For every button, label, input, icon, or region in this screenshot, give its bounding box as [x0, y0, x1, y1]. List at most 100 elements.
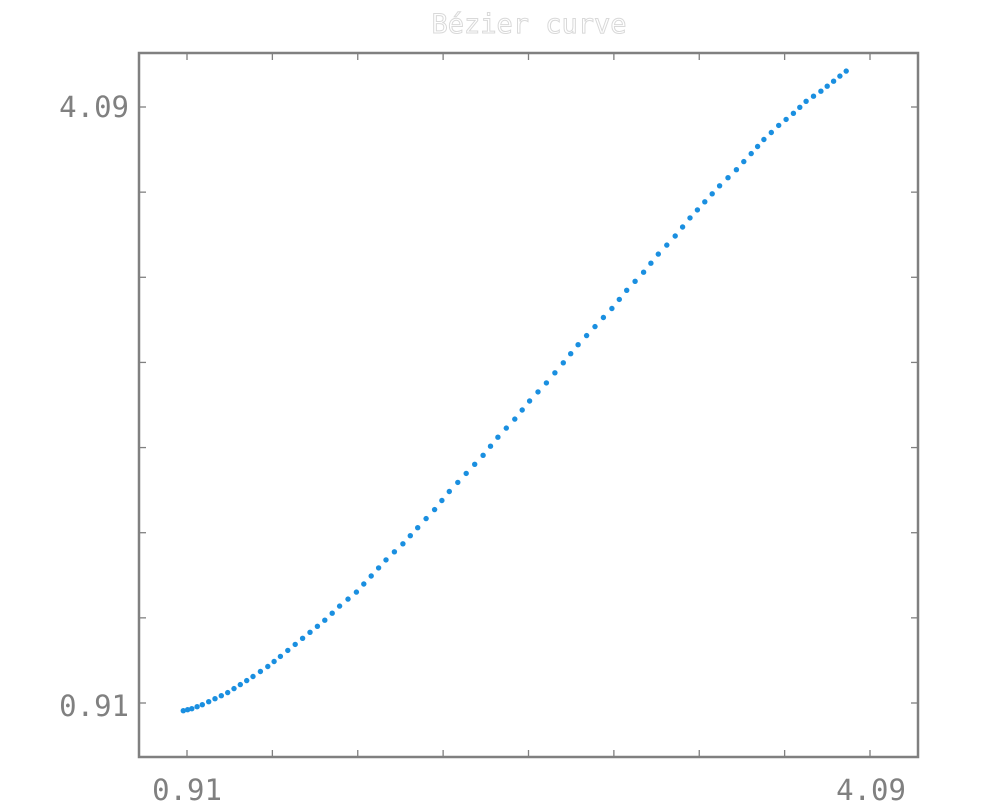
data-point [761, 136, 767, 143]
data-point [526, 398, 533, 404]
data-point [180, 708, 186, 714]
data-point [292, 641, 298, 648]
data-point [322, 617, 328, 623]
data-point [472, 461, 478, 467]
data-point [361, 581, 367, 587]
data-point [277, 653, 284, 660]
data-point [299, 635, 306, 641]
data-point [624, 287, 630, 293]
data-point [353, 589, 360, 595]
x-tick-label-right: 4.09 [836, 773, 906, 807]
data-point [237, 681, 243, 688]
data-point [407, 533, 413, 539]
data-point [463, 470, 469, 477]
data-point [600, 314, 607, 321]
data-point [592, 323, 598, 330]
data-point [271, 658, 277, 665]
data-point [439, 497, 445, 504]
data-point [702, 199, 708, 205]
data-point [797, 104, 803, 111]
y-tick-label-bottom: 0.91 [59, 689, 129, 723]
data-point [244, 677, 250, 684]
data-point [648, 260, 654, 266]
data-point [716, 183, 723, 189]
x-tick-label-left: 0.91 [152, 773, 222, 807]
data-point [446, 488, 452, 495]
data-points [180, 68, 849, 714]
data-point [212, 696, 218, 702]
data-point [568, 351, 574, 357]
data-point [189, 706, 195, 712]
data-point [455, 479, 461, 486]
data-point [640, 269, 647, 275]
data-point [265, 663, 271, 670]
plot-frame [137, 51, 920, 759]
data-point [552, 370, 558, 376]
data-point [329, 610, 335, 616]
data-point [543, 380, 550, 386]
data-point [519, 407, 525, 413]
data-point [206, 699, 212, 705]
data-point [368, 573, 374, 579]
data-point [616, 296, 622, 303]
data-point [694, 207, 701, 213]
data-point [307, 629, 313, 635]
data-point [487, 443, 494, 449]
data-point [218, 693, 224, 699]
data-point [194, 704, 200, 710]
data-point [632, 278, 638, 284]
data-point [423, 515, 429, 522]
data-point [810, 93, 817, 99]
data-point [776, 122, 782, 129]
chart-title: Bézier curve [431, 9, 626, 40]
data-point [336, 603, 343, 609]
data-point [733, 167, 740, 173]
data-point [535, 389, 541, 395]
data-point [391, 549, 398, 555]
data-point [560, 360, 566, 366]
data-point [655, 251, 661, 257]
data-point [383, 557, 389, 563]
data-point [803, 98, 809, 105]
data-point [285, 647, 291, 654]
data-point [672, 233, 678, 239]
data-point [257, 668, 264, 675]
data-point [400, 541, 406, 547]
data-point [314, 623, 321, 629]
axis-ticks [139, 53, 918, 757]
data-point [830, 78, 837, 84]
data-point [431, 506, 438, 513]
data-point [199, 702, 205, 708]
data-point [231, 685, 237, 692]
data-point [250, 673, 256, 680]
data-point [415, 525, 421, 531]
data-point [725, 175, 731, 181]
data-point [709, 191, 715, 197]
data-point [480, 452, 486, 458]
data-point [741, 158, 747, 165]
data-point [345, 596, 351, 602]
data-point [609, 305, 615, 312]
data-point [225, 689, 231, 696]
data-point [512, 416, 518, 422]
data-point [754, 143, 761, 150]
data-point [748, 150, 754, 157]
data-point [679, 224, 686, 230]
y-tick-label-top: 4.09 [59, 90, 129, 124]
data-point [664, 242, 670, 248]
data-point [818, 88, 824, 94]
data-point [375, 565, 382, 571]
data-point [583, 332, 590, 339]
data-point [495, 434, 501, 440]
data-point [184, 707, 191, 713]
data-point [575, 342, 581, 348]
data-point [837, 73, 843, 79]
data-point [790, 110, 797, 117]
data-point [783, 116, 789, 123]
data-point [503, 425, 509, 431]
data-point [687, 215, 693, 221]
data-point [843, 68, 849, 74]
data-point [824, 83, 830, 89]
data-point [768, 129, 774, 136]
